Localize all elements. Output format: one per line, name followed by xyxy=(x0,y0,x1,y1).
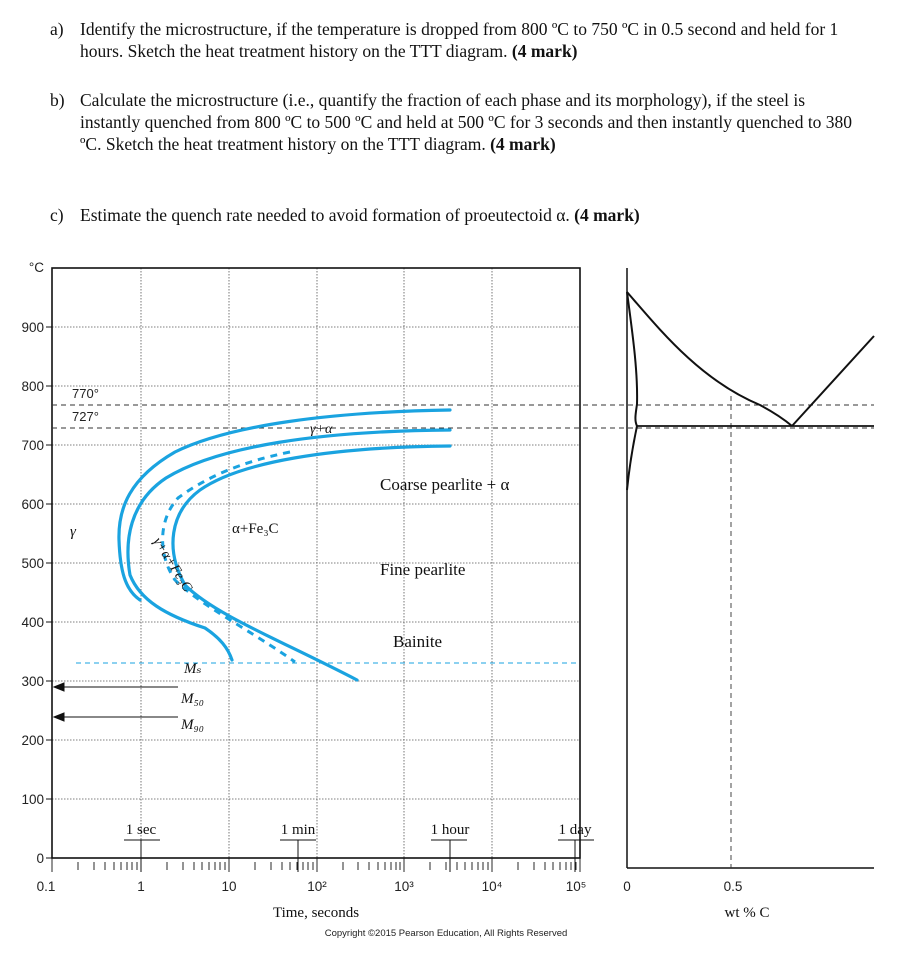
label-m90: M₉₀ xyxy=(180,717,204,733)
label-fine-pearlite: Fine pearlite xyxy=(380,560,465,579)
x-tick-label: 10⁵ xyxy=(566,879,587,894)
y-tick-label: 200 xyxy=(21,733,44,748)
grid-vertical xyxy=(140,268,493,858)
y-tick-label: 900 xyxy=(21,320,44,335)
time-mark-1sec: 1 sec xyxy=(126,822,157,838)
y-tick-label: 600 xyxy=(21,497,44,512)
question-a-text: Identify the microstructure, if the temp… xyxy=(80,19,839,61)
y-tick-label: 300 xyxy=(21,674,44,689)
x-tick-label: 10⁴ xyxy=(482,879,503,894)
phase-x-title: wt % C xyxy=(725,905,770,921)
question-a-marks: (4 mark) xyxy=(511,41,578,61)
x-tick-label: 10³ xyxy=(394,879,414,894)
time-markers xyxy=(124,839,594,872)
y-tick-label: 500 xyxy=(21,556,44,571)
y-axis-labels: °C 900 800 700 600 500 400 300 200 100 0 xyxy=(21,260,44,866)
question-c-text: Estimate the quench rate needed to avoid… xyxy=(80,205,570,225)
y-tick-label: 800 xyxy=(21,379,44,394)
y-axis-ticks xyxy=(46,326,52,859)
y-tick-label: 700 xyxy=(21,438,44,453)
alpha-solvus-lower xyxy=(626,425,638,491)
x-axis-title: Time, seconds xyxy=(273,905,359,921)
region-labels: γ γ+α α+Fe₃C Coarse pearlite + α Fine pe… xyxy=(70,422,510,733)
question-c-marks: (4 mark) xyxy=(574,205,640,225)
label-m50: M₅₀ xyxy=(180,691,204,707)
temp-770-label: 770° xyxy=(72,386,99,401)
x-axis-labels: 0.1 1 10 10² 10³ 10⁴ 10⁵ xyxy=(37,879,587,894)
phase-diagram: 0 0.5 wt % C xyxy=(623,268,875,921)
temp-727-label: 727° xyxy=(72,409,99,424)
y-unit-label: °C xyxy=(29,260,44,275)
time-mark-1day: 1 day xyxy=(559,822,592,838)
alpha-solvus-upper xyxy=(626,291,639,427)
question-b: b) Calculate the microstructure (i.e., q… xyxy=(50,89,860,155)
y-tick-label: 100 xyxy=(21,792,44,807)
label-alpha-fe3c: α+Fe₃C xyxy=(232,521,279,537)
x-tick-label: 10² xyxy=(307,879,327,894)
label-ms: Mₛ xyxy=(183,661,202,677)
ttt-curve-start xyxy=(126,428,452,662)
label-gamma-alpha: γ+α xyxy=(310,422,333,437)
time-mark-1min: 1 min xyxy=(281,822,316,838)
question-b-marks: (4 mark) xyxy=(490,134,556,154)
question-a-label: a) xyxy=(50,19,64,39)
ttt-curves xyxy=(117,408,452,682)
time-mark-1hour: 1 hour xyxy=(431,822,470,838)
phase-x-tick-05: 0.5 xyxy=(724,879,743,894)
x-axis-log-ticks xyxy=(51,858,581,872)
question-c-label: c) xyxy=(50,205,64,225)
label-coarse-pearlite: Coarse pearlite + α xyxy=(380,475,510,494)
question-b-label: b) xyxy=(50,90,65,110)
question-a: a) Identify the microstructure, if the t… xyxy=(50,18,860,62)
phase-x-tick-0: 0 xyxy=(623,879,631,894)
ttt-curve-50pct xyxy=(161,450,296,664)
question-c: c) Estimate the quench rate needed to av… xyxy=(50,204,860,226)
y-tick-label: 0 xyxy=(36,851,44,866)
acm-line xyxy=(791,335,875,427)
question-b-text: Calculate the microstructure (i.e., quan… xyxy=(80,90,853,154)
label-gamma: γ xyxy=(70,524,77,540)
x-tick-label: 10 xyxy=(221,879,236,894)
x-tick-label: 0.1 xyxy=(37,879,56,894)
ttt-curve-finish xyxy=(171,444,452,682)
y-tick-label: 400 xyxy=(21,615,44,630)
copyright: Copyright ©2015 Pearson Education, All R… xyxy=(325,928,568,939)
label-bainite: Bainite xyxy=(393,632,442,651)
ttt-curve-proeutectoid xyxy=(117,408,452,602)
a3-line xyxy=(626,291,793,427)
martensite-arrows xyxy=(52,682,178,722)
time-marker-labels: 1 sec 1 min 1 hour 1 day xyxy=(126,822,592,838)
x-tick-label: 1 xyxy=(137,879,145,894)
grid-horizontal xyxy=(52,326,580,800)
